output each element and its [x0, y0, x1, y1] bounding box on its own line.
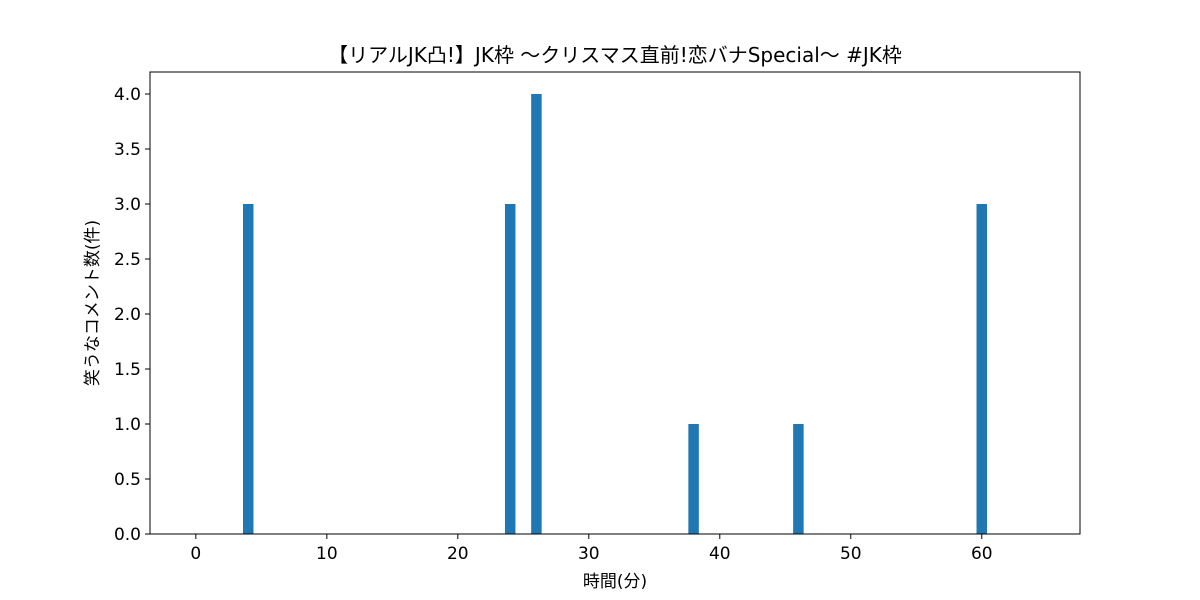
x-axis-label: 時間(分) [583, 572, 647, 592]
y-tick-label: 2.5 [114, 250, 141, 270]
x-tick-label: 20 [447, 544, 469, 564]
y-tick-label: 4.0 [114, 85, 141, 105]
bar [688, 424, 699, 534]
bar [504, 204, 516, 534]
bar [243, 204, 254, 534]
x-axis-ticks: 0 10 20 30 40 50 60 [190, 534, 993, 564]
plot-frame [149, 71, 1081, 535]
y-tick-label: 2.0 [114, 305, 141, 325]
y-tick-label: 1.5 [114, 360, 141, 380]
y-axis-ticks: 0.0 0.5 1.0 1.5 2.0 2.5 3.0 3.5 4.0 [114, 85, 150, 545]
x-tick-label: 0 [190, 544, 201, 564]
y-tick-label: 0.0 [114, 525, 141, 545]
y-axis-label: 笑うなコメント数(件) [83, 220, 103, 386]
bar [531, 94, 542, 534]
x-tick-label: 40 [709, 544, 731, 564]
bar [976, 204, 987, 534]
x-tick-label: 50 [840, 544, 862, 564]
x-tick-label: 10 [316, 544, 338, 564]
y-tick-label: 3.5 [114, 140, 141, 160]
y-tick-label: 1.0 [114, 415, 141, 435]
y-tick-label: 3.0 [114, 195, 141, 215]
bar [793, 424, 804, 534]
y-tick-label: 0.5 [114, 470, 141, 490]
chart-title: 【リアルJK凸!】JK枠 〜クリスマス直前!恋バナSpecial〜 #JK枠 [328, 43, 902, 67]
x-tick-label: 30 [578, 544, 600, 564]
bars-group [243, 94, 987, 534]
x-tick-label: 60 [971, 544, 993, 564]
